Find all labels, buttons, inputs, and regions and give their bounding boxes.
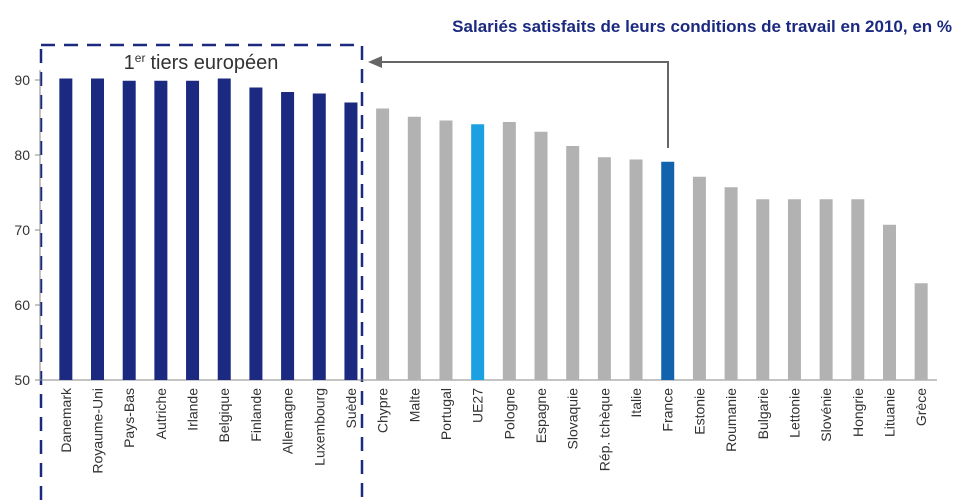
bar xyxy=(186,80,200,380)
arrow-head xyxy=(368,56,382,68)
y-tick-label: 70 xyxy=(14,222,30,238)
x-tick-label: Bulgarie xyxy=(755,388,771,440)
bar xyxy=(59,78,73,380)
x-tick-label: UE27 xyxy=(470,388,486,423)
bar xyxy=(914,283,928,380)
x-tick-label: Italie xyxy=(628,388,644,418)
y-tick-label: 50 xyxy=(14,372,30,388)
bar xyxy=(629,159,643,380)
bar xyxy=(407,116,421,380)
annotation: 1er tiers européen xyxy=(124,51,279,74)
bar xyxy=(534,131,548,380)
bar xyxy=(851,199,865,380)
y-tick-label: 60 xyxy=(14,297,30,313)
x-tick-label: Grèce xyxy=(913,388,929,426)
annotation-rest: tiers européen xyxy=(150,52,278,74)
bar xyxy=(882,224,896,380)
bar xyxy=(502,122,516,380)
x-tick-label: Estonie xyxy=(691,388,707,435)
x-tick-label: Lituanie xyxy=(881,388,897,437)
x-tick-label: Belgique xyxy=(216,388,232,443)
bar xyxy=(661,161,675,380)
bar xyxy=(249,87,263,380)
x-tick-label: Royaume-Uni xyxy=(90,388,106,474)
bar xyxy=(312,93,326,380)
x-tick-label: Pays-Bas xyxy=(121,388,137,448)
x-tick-label: Hongrie xyxy=(850,388,866,437)
x-tick-label: Irlande xyxy=(185,388,201,431)
x-tick-label: Allemagne xyxy=(280,388,296,454)
y-tick-label: 90 xyxy=(14,72,30,88)
bar xyxy=(122,80,136,380)
bar xyxy=(217,78,231,380)
bar xyxy=(376,108,390,380)
arrow xyxy=(380,61,669,148)
bar xyxy=(724,187,738,380)
bar xyxy=(281,92,295,380)
x-tick-label: Luxembourg xyxy=(311,388,327,466)
x-tick-label: France xyxy=(660,388,676,432)
x-tick-label: Roumanie xyxy=(723,388,739,452)
chart-title: Salariés satisfaits de leurs conditions … xyxy=(452,17,952,36)
bar xyxy=(566,146,580,380)
x-tick-label: Lettonie xyxy=(786,388,802,438)
bar xyxy=(344,102,358,380)
bar xyxy=(439,120,453,380)
bar xyxy=(692,176,706,380)
bar xyxy=(471,124,485,380)
x-tick-label: Autriche xyxy=(153,388,169,440)
x-tick-label: Slovénie xyxy=(818,388,834,442)
highlight-box xyxy=(39,43,364,504)
x-tick-label: Chypre xyxy=(375,388,391,433)
bar xyxy=(154,80,168,380)
annotation-superscript: er xyxy=(135,51,146,65)
x-tick-label: Espagne xyxy=(533,388,549,443)
bar xyxy=(597,157,611,380)
x-tick-label: Finlande xyxy=(248,388,264,442)
annotation-main: 1 xyxy=(124,52,135,74)
x-tick-label: Portugal xyxy=(438,388,454,440)
x-tick-label: Pologne xyxy=(501,388,517,440)
bar xyxy=(787,199,801,380)
y-tick-label: 80 xyxy=(14,147,30,163)
x-tick-label: Suède xyxy=(343,388,359,429)
x-tick-label: Slovaquie xyxy=(565,388,581,450)
bar xyxy=(91,78,105,380)
bar xyxy=(756,199,770,380)
x-tick-label: Danemark xyxy=(58,387,74,453)
bar xyxy=(819,199,833,380)
x-tick-label: Malte xyxy=(406,388,422,422)
x-tick-label: Rép. tchèque xyxy=(596,388,612,471)
